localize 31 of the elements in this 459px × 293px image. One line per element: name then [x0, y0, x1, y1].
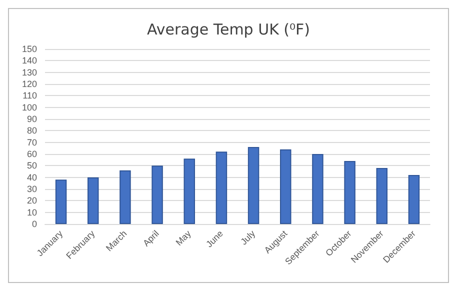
y-tick-label: 50 — [26, 160, 37, 171]
y-tick-label: 80 — [26, 126, 37, 136]
y-tick-label: 0 — [32, 219, 37, 229]
bar — [55, 180, 67, 224]
bar — [248, 147, 260, 224]
y-tick-label: 100 — [22, 102, 37, 112]
y-tick-label: 140 — [22, 56, 37, 66]
x-tick-label: May — [174, 228, 194, 248]
bar — [344, 161, 356, 224]
bar — [120, 170, 131, 224]
bar — [408, 175, 420, 224]
bar — [280, 149, 292, 224]
y-tick-label: 40 — [26, 172, 37, 182]
y-tick-label: 60 — [26, 149, 37, 159]
bar — [152, 166, 163, 224]
y-tick-label: 150 — [22, 44, 37, 54]
y-tick-label: 20 — [26, 196, 37, 206]
y-tick-label: 30 — [26, 184, 37, 194]
y-tick-label: 90 — [26, 114, 37, 124]
y-tick-label: 130 — [22, 67, 37, 78]
y-tick-label: 110 — [22, 90, 37, 101]
y-tick-label: 10 — [26, 207, 37, 218]
bar — [312, 154, 324, 224]
chart-title: Average Temp UK (⁰F) — [146, 20, 310, 38]
bar — [88, 177, 99, 224]
x-tick-label: July — [238, 228, 258, 247]
bar — [376, 168, 388, 224]
y-tick-label: 120 — [22, 79, 37, 89]
bar — [184, 158, 195, 224]
bar — [216, 152, 228, 224]
y-tick-label: 70 — [26, 137, 37, 148]
